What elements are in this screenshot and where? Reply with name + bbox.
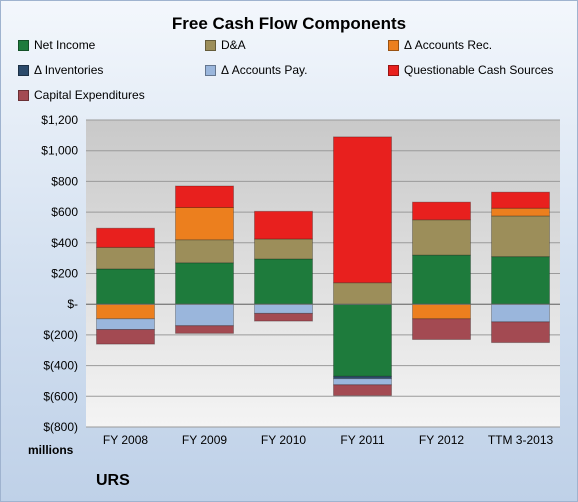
bar-segment — [96, 303, 155, 320]
bar-segment — [412, 254, 471, 305]
x-tick-label: TTM 3-2013 — [488, 433, 554, 447]
legend-item: D&A — [205, 38, 246, 52]
bar-segment — [175, 262, 234, 305]
legend-item: Questionable Cash Sources — [388, 63, 553, 77]
bar-segment — [491, 215, 550, 258]
chart-title: Free Cash Flow Components — [171, 14, 407, 33]
y-tick-label: $1,000 — [41, 144, 78, 158]
legend-label: Net Income — [34, 38, 96, 52]
company-label: URS — [96, 472, 130, 489]
x-tick-label: FY 2008 — [103, 433, 148, 447]
legend-swatch — [388, 39, 399, 51]
legend-swatch — [205, 64, 216, 76]
bar-segment — [254, 312, 313, 322]
y-tick-label: $(800) — [43, 420, 78, 434]
y-axis-units: millions — [28, 443, 74, 457]
y-tick-label: $(200) — [43, 328, 78, 342]
bar-segment — [175, 185, 234, 208]
bar-segment — [96, 318, 155, 331]
y-tick-label: $200 — [51, 267, 78, 281]
bar-segment — [96, 227, 155, 248]
bar-segment — [491, 321, 550, 344]
bar-segment — [333, 384, 392, 397]
legend-item: Δ Accounts Rec. — [388, 38, 492, 52]
bar-segment — [333, 303, 392, 377]
bar-segment — [175, 206, 234, 241]
x-tick-label: FY 2011 — [340, 433, 385, 447]
bar-segment — [491, 207, 550, 217]
y-tick-label: $(600) — [43, 389, 78, 403]
bar-segment — [491, 256, 550, 305]
legend-label: Δ Inventories — [34, 63, 104, 77]
bar-segment — [175, 325, 234, 334]
y-tick-label: $1,200 — [41, 113, 78, 127]
bar-segment — [175, 303, 234, 327]
bar-segment — [96, 246, 155, 270]
y-tick-label: $600 — [51, 205, 78, 219]
legend-label: Δ Accounts Rec. — [404, 38, 493, 52]
legend-swatch — [18, 64, 29, 76]
bar-segment — [254, 303, 313, 314]
legend-item: Δ Inventories — [18, 63, 103, 77]
bar-segment — [96, 268, 155, 305]
y-tick-label: $800 — [51, 174, 78, 188]
bar-segment — [412, 219, 471, 256]
legend-swatch — [18, 39, 29, 51]
bar-segment — [175, 239, 234, 264]
bar-segment — [254, 258, 313, 305]
legend-label: Δ Accounts Pay. — [221, 63, 308, 77]
bar-segment — [412, 318, 471, 341]
x-tick-label: FY 2010 — [261, 433, 306, 447]
bar-segment — [333, 136, 392, 284]
x-tick-label: FY 2009 — [182, 433, 227, 447]
bar-segment — [412, 201, 471, 221]
bar-segment — [96, 329, 155, 345]
bar-segment — [333, 282, 392, 305]
legend-item: Δ Accounts Pay. — [205, 63, 308, 77]
legend-label: Capital Expenditures — [34, 88, 145, 102]
legend-item: Capital Expenditures — [18, 88, 145, 102]
legend-swatch — [388, 64, 399, 76]
bar-segment — [412, 303, 471, 320]
bar-segment — [333, 378, 392, 386]
y-tick-label: $- — [67, 297, 78, 311]
legend-label: D&A — [221, 38, 246, 52]
y-tick-label: $(400) — [43, 359, 78, 373]
bar-segment — [491, 191, 550, 209]
bar-segment — [491, 303, 550, 323]
legend-swatch — [18, 89, 29, 101]
y-tick-label: $400 — [51, 236, 78, 250]
legend-label: Questionable Cash Sources — [404, 63, 554, 77]
legend-item: Net Income — [18, 38, 95, 52]
legend-swatch — [205, 39, 216, 51]
x-tick-label: FY 2012 — [419, 433, 464, 447]
bar-segment — [254, 210, 313, 240]
bar-segment — [254, 238, 313, 260]
